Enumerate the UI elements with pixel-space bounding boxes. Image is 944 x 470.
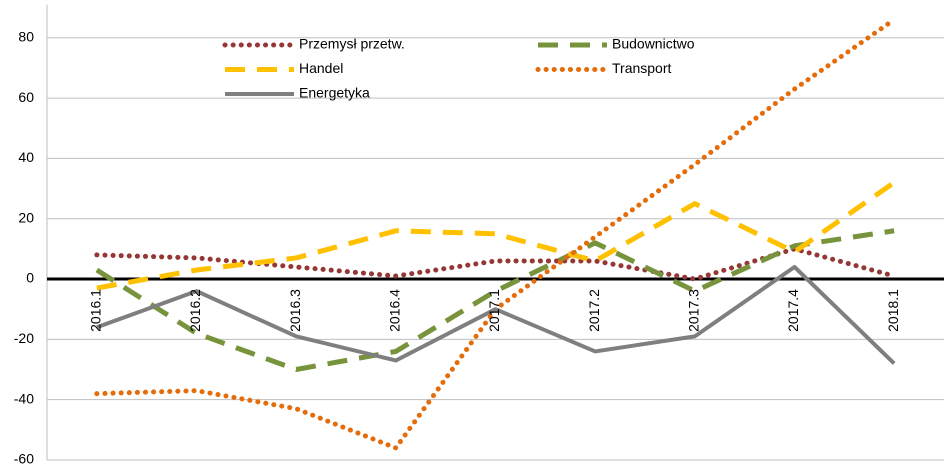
x-tick-label: 2017.2: [586, 289, 602, 332]
x-tick-label: 2016.3: [287, 289, 303, 332]
x-tick-label: 2017.3: [686, 289, 702, 332]
legend-label: Transport: [612, 60, 672, 76]
y-tick-label: 20: [18, 209, 34, 225]
y-tick-label: 0: [26, 270, 34, 286]
legend-label: Energetyka: [299, 85, 370, 101]
series-line: [94, 17, 897, 451]
y-tick-label: -40: [14, 390, 34, 406]
y-tick-label: 60: [18, 89, 34, 105]
y-tick-label: -20: [14, 330, 34, 346]
y-tick-label: -60: [14, 451, 34, 467]
series-line: [95, 228, 895, 373]
x-tick-label: 2018.1: [885, 289, 901, 332]
series-line: [96, 264, 896, 365]
x-tick-label: 2016.1: [88, 289, 104, 332]
x-tick-label: 2016.2: [187, 289, 203, 332]
x-tick-label: 2017.1: [486, 289, 502, 332]
legend-label: Przemysł przetw.: [299, 36, 405, 52]
x-tick-label: 2017.4: [785, 289, 801, 332]
y-tick-label: 40: [18, 149, 34, 165]
series-line: [96, 180, 896, 291]
x-tick-label: 2016.4: [387, 289, 403, 332]
y-tick-label: 80: [18, 28, 34, 44]
legend-label: Handel: [299, 60, 343, 76]
legend-label: Budownictwo: [612, 36, 695, 52]
